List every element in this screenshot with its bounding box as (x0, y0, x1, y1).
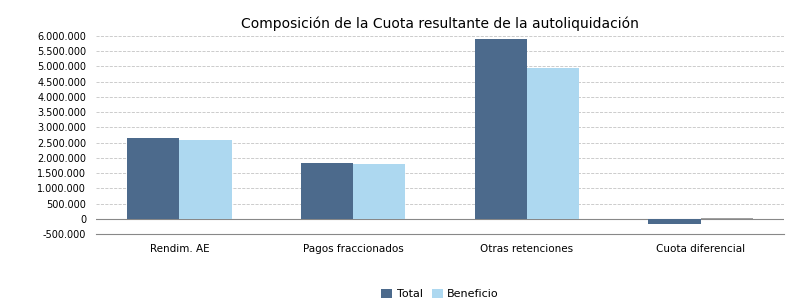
Bar (701, 218, 753, 219)
Bar (649, 219, 701, 224)
Bar (353, 164, 406, 219)
Bar (179, 140, 231, 219)
Bar (527, 68, 579, 219)
Bar (474, 39, 527, 219)
Bar (127, 138, 179, 219)
Legend: Total, Beneficio: Total, Beneficio (377, 285, 503, 300)
Title: Composición de la Cuota resultante de la autoliquidación: Composición de la Cuota resultante de la… (241, 16, 639, 31)
Bar (301, 163, 353, 219)
